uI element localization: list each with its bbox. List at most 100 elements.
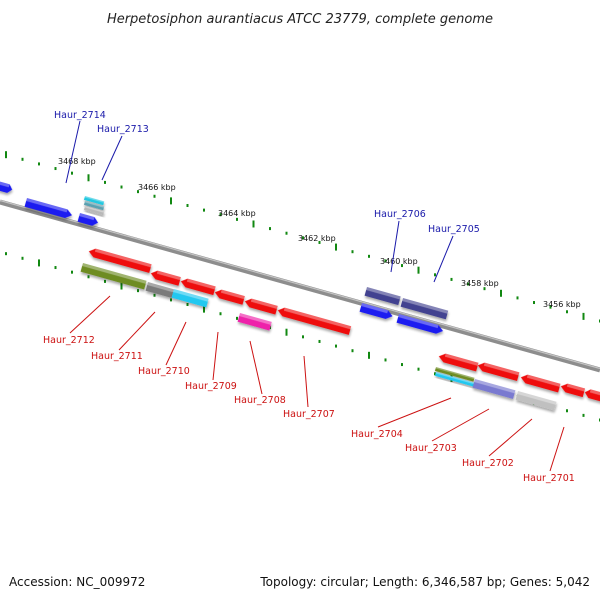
gene-feature[interactable] [214, 288, 245, 305]
gene-label[interactable]: Haur_2709 [185, 381, 237, 392]
gene-feature[interactable] [515, 391, 557, 411]
gene-feature-highlight [220, 289, 245, 300]
gene-feature[interactable] [83, 206, 105, 216]
gene-feature[interactable] [83, 201, 105, 211]
gene-feature[interactable] [80, 263, 147, 290]
gene-feature[interactable] [244, 297, 278, 315]
kbp-label: 3462 kbp [298, 234, 336, 243]
gene-feature-highlight [250, 298, 278, 309]
leader-line [549, 426, 565, 472]
genome-summary-text: Topology: circular; Length: 6,346,587 bp… [259, 575, 590, 589]
map-title: Herpetosiphon aurantiacus ATCC 23779, co… [107, 12, 493, 27]
gene-feature-highlight [84, 206, 105, 213]
gene-label[interactable]: Haur_2701 [523, 473, 575, 484]
gene-feature-body [438, 353, 479, 372]
gene-feature-highlight [82, 263, 147, 284]
gene-feature-highlight [483, 362, 520, 376]
gene-feature[interactable] [434, 367, 475, 382]
label-leaders [65, 120, 565, 472]
leader-line [165, 321, 187, 366]
leader-line [69, 295, 111, 334]
leader-line [118, 311, 156, 351]
gene-label[interactable]: Haur_2702 [462, 458, 514, 469]
gene-feature-highlight [402, 298, 449, 314]
scale-ticks [5, 151, 600, 422]
gene-label[interactable]: Haur_2704 [351, 429, 403, 440]
gene-feature-highlight [79, 213, 95, 221]
accession-text: Accession: NC_009972 [9, 575, 145, 589]
leader-line [431, 408, 490, 442]
gene-feature-body [150, 270, 181, 286]
gene-feature[interactable] [438, 352, 479, 372]
gene-feature[interactable] [0, 181, 13, 194]
gene-label[interactable]: Haur_2708 [234, 395, 286, 406]
gene-feature[interactable] [396, 314, 445, 335]
gene-feature-highlight [474, 379, 516, 394]
gene-feature[interactable] [237, 313, 272, 331]
gene-feature[interactable] [77, 213, 100, 227]
leader-line [377, 397, 452, 428]
gene-label[interactable]: Haur_2711 [91, 351, 143, 362]
gene-label[interactable]: Haur_2707 [283, 409, 335, 420]
gene-feature[interactable] [359, 303, 394, 321]
leader-line [390, 220, 400, 273]
gene-feature-body [277, 307, 352, 335]
gene-feature-highlight [566, 383, 586, 392]
gene-feature-highlight [589, 389, 600, 397]
gene-feature[interactable] [584, 388, 600, 403]
gene-feature-highlight [366, 287, 401, 300]
gene-feature[interactable] [88, 247, 152, 273]
gene-label[interactable]: Haur_2706 [374, 209, 426, 220]
gene-label[interactable]: Haur_2710 [138, 366, 190, 377]
leader-line [488, 418, 533, 457]
gene-feature[interactable] [277, 306, 352, 335]
gene-label[interactable]: Haur_2712 [43, 335, 95, 346]
gene-label[interactable]: Haur_2713 [97, 124, 149, 135]
leader-line [212, 331, 219, 381]
gene-feature[interactable] [560, 382, 586, 398]
kbp-label: 3468 kbp [58, 157, 96, 166]
gene-feature[interactable] [520, 373, 561, 393]
kbp-label: 3460 kbp [380, 257, 418, 266]
gene-feature-highlight [84, 201, 105, 208]
kbp-label: 3456 kbp [543, 300, 581, 309]
leader-line [433, 235, 454, 283]
leader-line [101, 135, 123, 181]
gene-feature-highlight [444, 353, 479, 366]
kbp-label: 3458 kbp [461, 279, 499, 288]
gene-feature[interactable] [145, 282, 175, 298]
gene-feature-highlight [435, 367, 475, 380]
gene-feature[interactable] [171, 289, 209, 308]
leader-line [303, 355, 309, 408]
gene-label[interactable]: Haur_2703 [405, 443, 457, 454]
gene-feature[interactable] [400, 298, 449, 320]
scale-labels: 3468 kbp 3466 kbp 3464 kbp 3462 kbp 3460… [58, 157, 581, 309]
gene-feature-body [477, 362, 520, 381]
gene-feature-body [88, 248, 152, 273]
gene-feature-highlight [0, 181, 10, 188]
gene-feature[interactable] [477, 361, 520, 381]
gene-feature[interactable] [83, 196, 105, 206]
gene-feature-body [214, 289, 245, 305]
gene-feature[interactable] [434, 372, 475, 387]
gene-feature-highlight [186, 278, 216, 290]
gene-feature[interactable] [24, 198, 74, 220]
gene-feature-highlight [361, 303, 389, 314]
gene-feature-highlight [517, 391, 557, 405]
gene-feature-body [584, 389, 600, 403]
gene-feature-highlight [84, 196, 105, 203]
gene-feature[interactable] [180, 277, 216, 296]
gene-label[interactable]: Haur_2714 [54, 110, 106, 121]
gene-label[interactable]: Haur_2705 [428, 224, 480, 235]
gene-feature[interactable] [364, 287, 401, 306]
gene-feature-body [180, 278, 216, 296]
gene-feature-highlight [526, 374, 561, 387]
gene-feature-highlight [156, 270, 181, 281]
gene-feature-highlight [283, 307, 352, 330]
kbp-label: 3464 kbp [218, 209, 256, 218]
gene-feature-body [520, 374, 561, 393]
gene-feature[interactable] [472, 379, 516, 399]
gene-feature-highlight [239, 313, 272, 325]
gene-feature[interactable] [150, 269, 181, 286]
